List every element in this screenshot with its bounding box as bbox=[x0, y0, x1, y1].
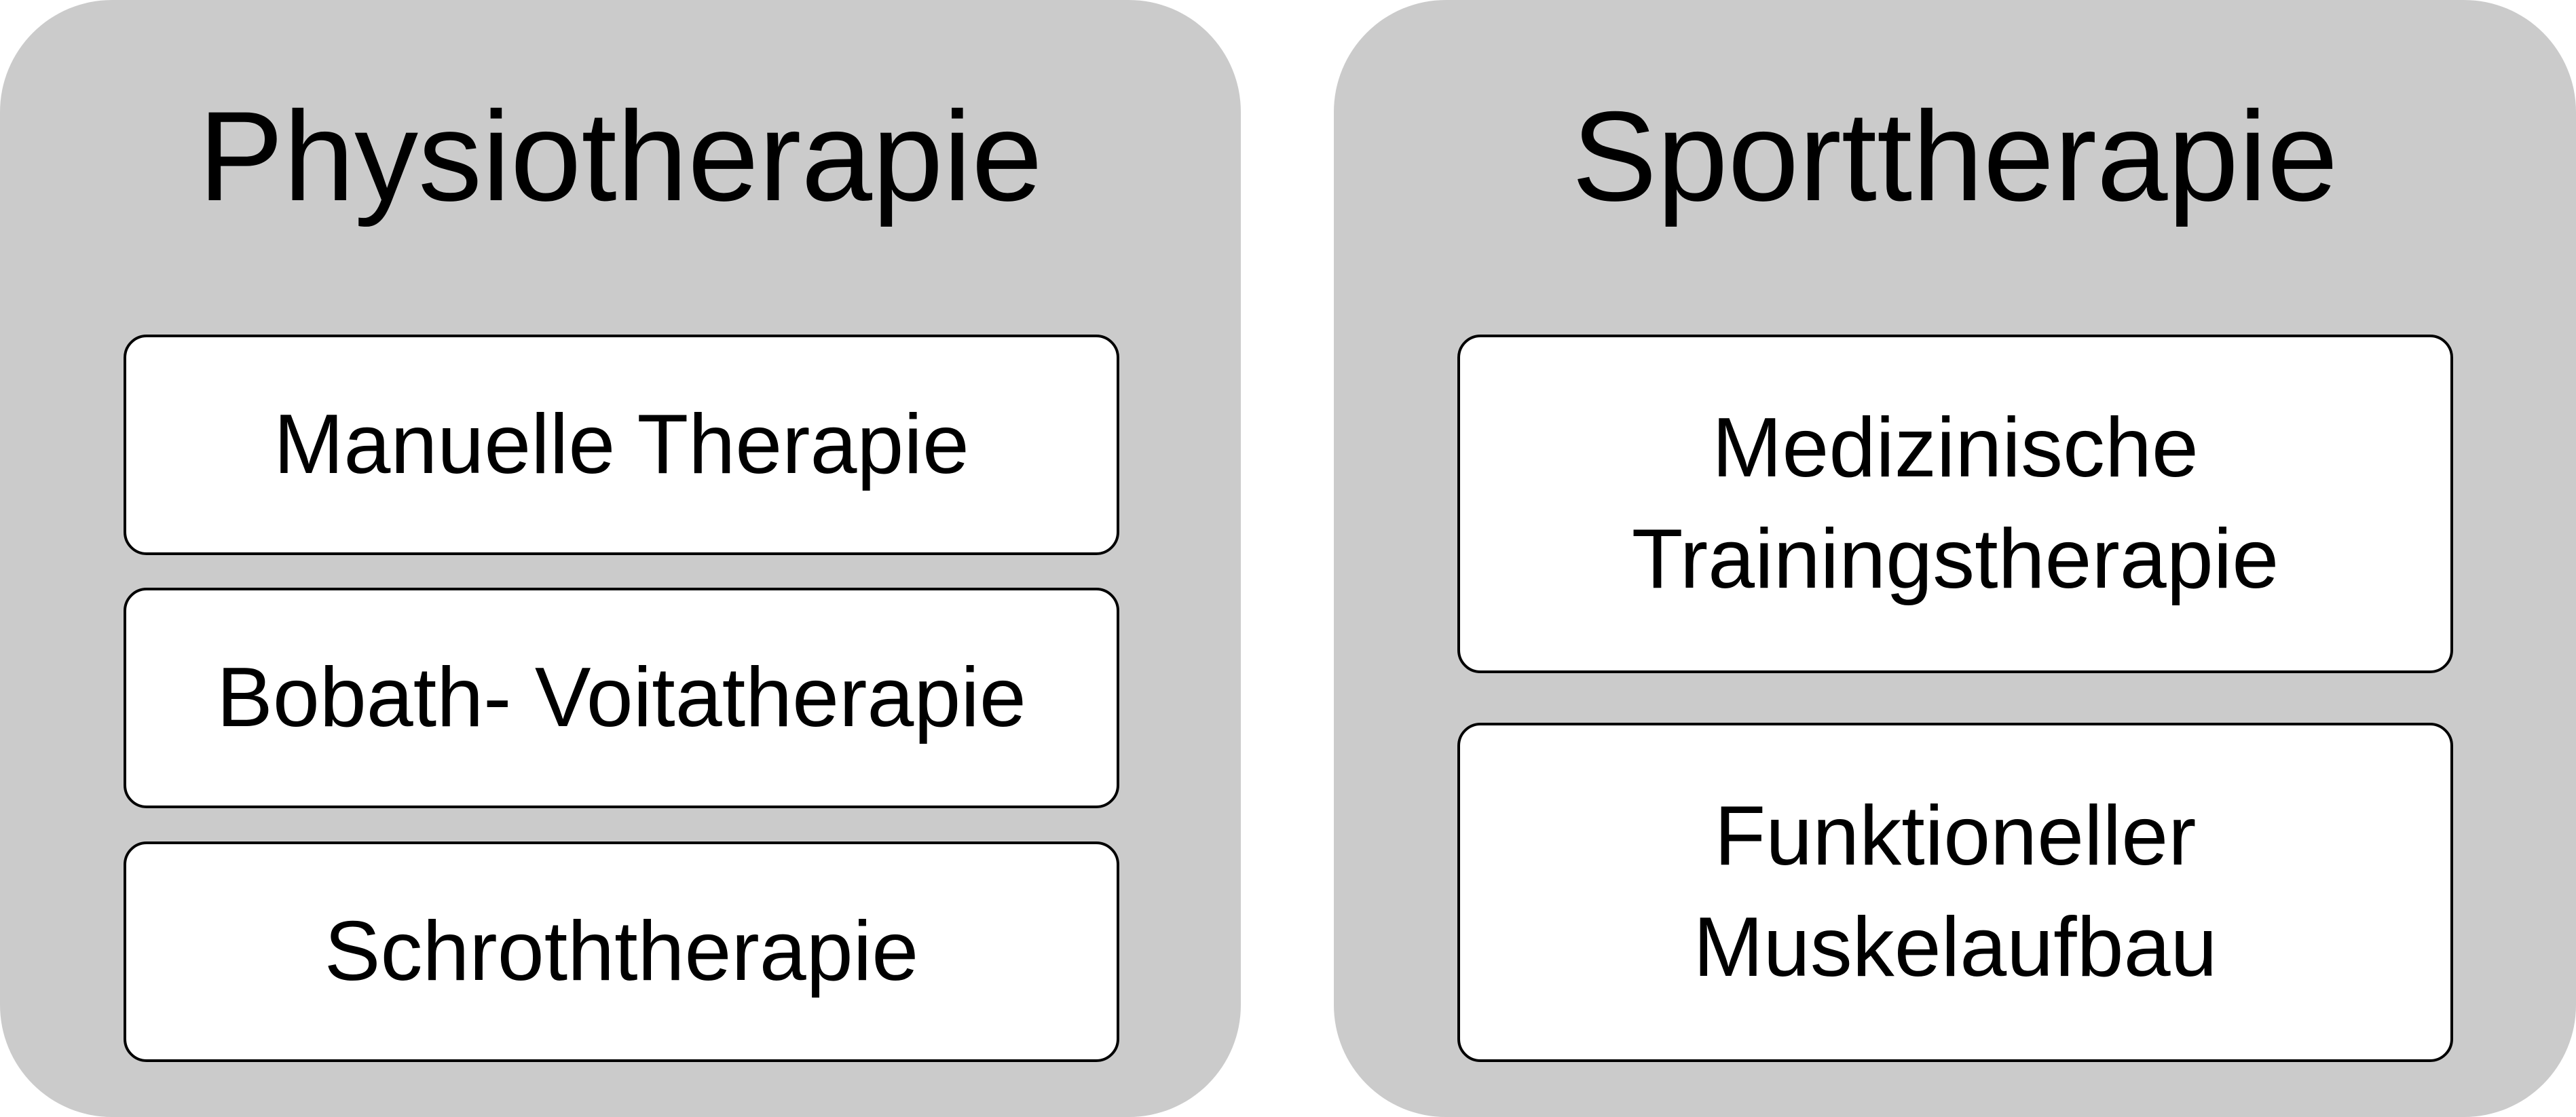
sporttherapie-title: Sporttherapie bbox=[1571, 85, 2338, 227]
medizinische-trainingstherapie-box: Medizinische Trainingstherapie bbox=[1457, 335, 2453, 673]
bobath-voitatherapie-label: Bobath- Voitatherapie bbox=[217, 650, 1026, 744]
physiotherapie-panel: Physiotherapie Manuelle Therapie Bobath-… bbox=[0, 0, 1241, 1117]
schroththerapie-label: Schroththerapie bbox=[324, 904, 919, 998]
funktioneller-muskelaufbau-label-line-1: Funktioneller bbox=[1714, 789, 2197, 884]
sporttherapie-panel: Sporttherapie Medizinische Trainingsther… bbox=[1334, 0, 2576, 1117]
schroththerapie-box: Schroththerapie bbox=[124, 841, 1119, 1062]
medizinische-trainingstherapie-label-line-2: Trainingstherapie bbox=[1631, 512, 2279, 606]
manuelle-therapie-label: Manuelle Therapie bbox=[274, 397, 969, 491]
medizinische-trainingstherapie-label-line-1: Medizinische bbox=[1712, 400, 2199, 495]
funktioneller-muskelaufbau-label-line-2: Muskelaufbau bbox=[1693, 901, 2218, 994]
manuelle-therapie-box: Manuelle Therapie bbox=[124, 335, 1119, 555]
funktioneller-muskelaufbau-box: Funktioneller Muskelaufbau bbox=[1457, 723, 2453, 1062]
physiotherapie-title: Physiotherapie bbox=[198, 85, 1043, 227]
bobath-voitatherapie-box: Bobath- Voitatherapie bbox=[124, 588, 1119, 808]
